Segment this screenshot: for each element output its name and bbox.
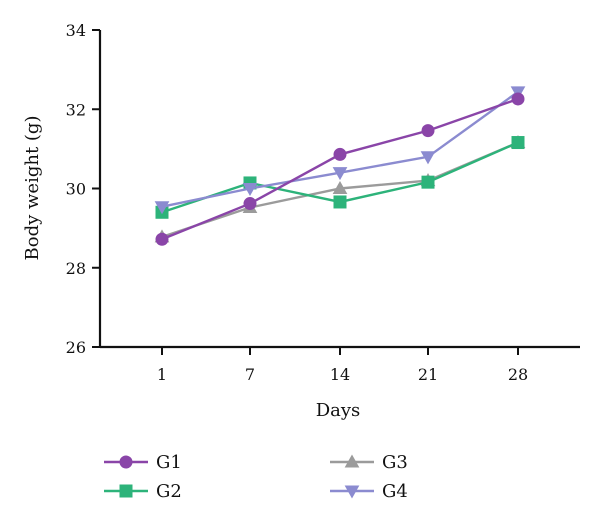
legend-item-g3: G3 xyxy=(330,452,408,473)
data-point-g1 xyxy=(155,232,169,246)
data-point-g2 xyxy=(333,195,347,209)
legend-label: G2 xyxy=(156,481,182,502)
legend-item-g1: G1 xyxy=(104,452,182,473)
data-point-g1 xyxy=(421,124,435,138)
data-point-g4 xyxy=(420,151,436,165)
legend-marker xyxy=(119,484,133,498)
legend-marker xyxy=(344,485,360,499)
x-tick-label: 28 xyxy=(508,365,528,384)
data-point-g2 xyxy=(421,175,435,189)
x-axis-title: Days xyxy=(316,400,361,421)
data-point-g1 xyxy=(511,92,525,106)
data-point-g3 xyxy=(332,180,348,194)
y-tick-label: 32 xyxy=(66,100,86,119)
y-tick-label: 30 xyxy=(66,180,86,199)
x-axis: 1 7 14 21 28 Days xyxy=(100,345,580,421)
series-g4 xyxy=(154,86,526,215)
data-point-g2 xyxy=(511,136,525,150)
series-g2 xyxy=(155,136,525,219)
series-g1 xyxy=(155,92,525,246)
y-axis: 26 28 30 32 34 Body weight (g) xyxy=(22,21,102,357)
legend-marker xyxy=(344,454,360,468)
x-tick-label: 21 xyxy=(418,365,438,384)
legend-item-g4: G4 xyxy=(330,481,408,502)
data-point-g1 xyxy=(243,197,257,211)
data-point-g4 xyxy=(332,167,348,181)
y-tick-label: 34 xyxy=(66,21,86,40)
data-point-g1 xyxy=(333,147,347,161)
data-point-g4 xyxy=(154,201,170,215)
y-tick-label: 28 xyxy=(66,259,86,278)
series-layer xyxy=(154,86,526,246)
data-point-g4 xyxy=(242,183,258,197)
legend: G1 G2 G3 G4 xyxy=(104,452,408,502)
y-tick-label: 26 xyxy=(66,338,86,357)
x-tick-label: 7 xyxy=(245,365,255,384)
x-tick-label: 14 xyxy=(330,365,350,384)
legend-marker xyxy=(119,455,133,469)
y-axis-title: Body weight (g) xyxy=(22,116,43,261)
legend-item-g2: G2 xyxy=(104,481,182,502)
legend-label: G4 xyxy=(382,481,408,502)
x-tick-label: 1 xyxy=(157,365,167,384)
legend-label: G1 xyxy=(156,452,182,473)
legend-label: G3 xyxy=(382,452,408,473)
